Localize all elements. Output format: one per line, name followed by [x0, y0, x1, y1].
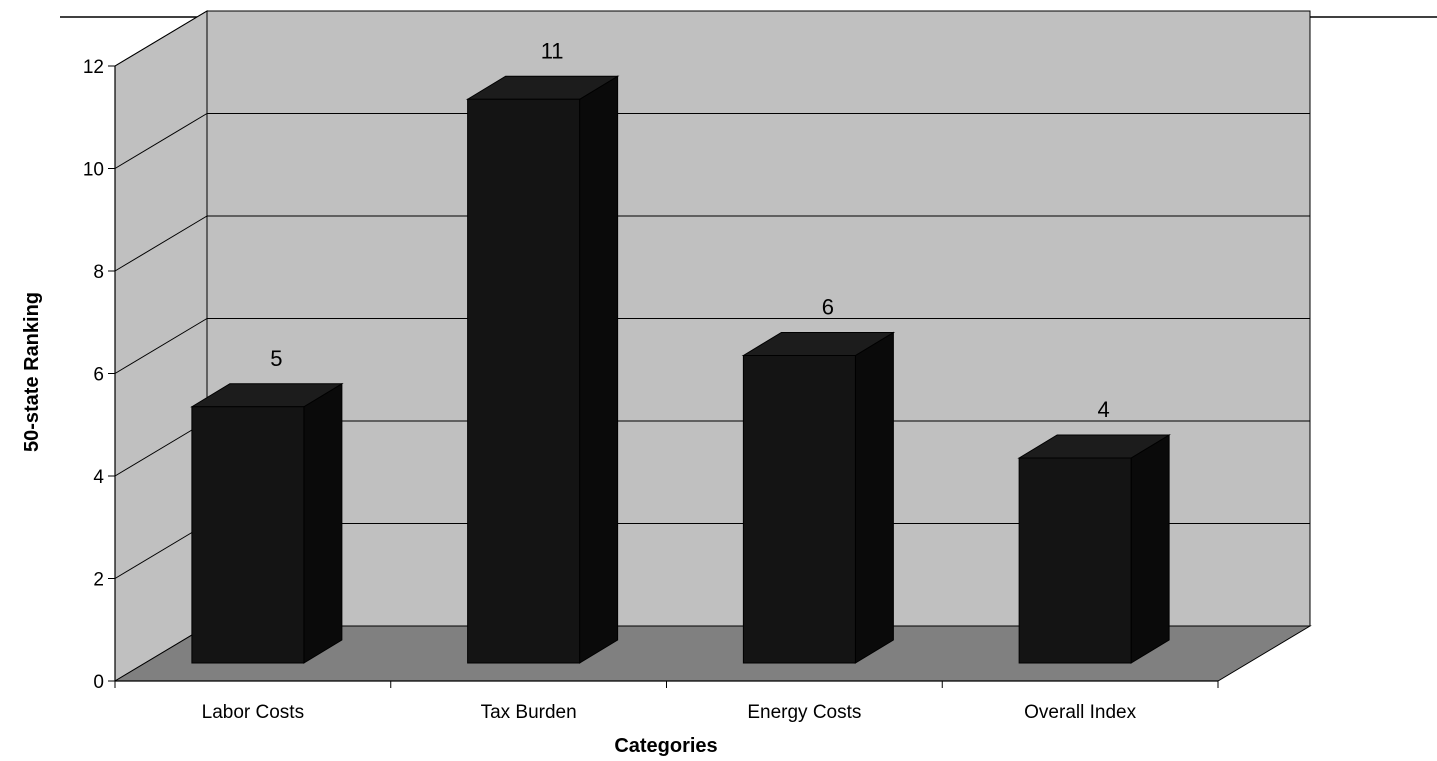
bar	[191, 406, 305, 664]
bars	[190, 75, 1171, 664]
x-tick-label: Labor Costs	[202, 702, 304, 723]
y-axis-title: 50-state Ranking	[21, 292, 43, 452]
bar-side-face	[303, 382, 343, 664]
x-tick-label: Overall Index	[1024, 702, 1136, 723]
bar-side-face	[579, 75, 619, 664]
y-tick-label: 2	[93, 570, 104, 591]
x-tick-label: Tax Burden	[481, 702, 577, 723]
x-axis-title: Categories	[614, 735, 717, 757]
gridline-side	[114, 215, 208, 272]
labels: 0 2 4 6 8 10 12 5 Labor Costs 11 Tax Burden 6 Energy…	[83, 38, 1137, 723]
data-label: 11	[541, 38, 564, 63]
bar-side-face	[1130, 434, 1170, 664]
y-tick-label: 8	[93, 262, 104, 283]
y-tick-label: 12	[83, 57, 104, 78]
axes	[108, 65, 1219, 688]
data-label: 4	[1098, 397, 1110, 422]
bar	[467, 98, 581, 664]
y-tick-label: 6	[93, 365, 104, 386]
bar	[1018, 457, 1132, 664]
bar	[742, 355, 856, 664]
gridline-side	[114, 113, 208, 169]
data-label: 5	[270, 346, 282, 371]
bar-side-face	[854, 331, 894, 664]
x-tick-label: Energy Costs	[747, 702, 861, 723]
y-tick-label: 10	[83, 160, 104, 181]
gridline-side	[114, 10, 208, 67]
data-label: 6	[822, 295, 834, 320]
y-tick-label: 0	[93, 672, 104, 693]
y-tick-label: 4	[93, 467, 104, 488]
gridline-side	[114, 318, 208, 374]
